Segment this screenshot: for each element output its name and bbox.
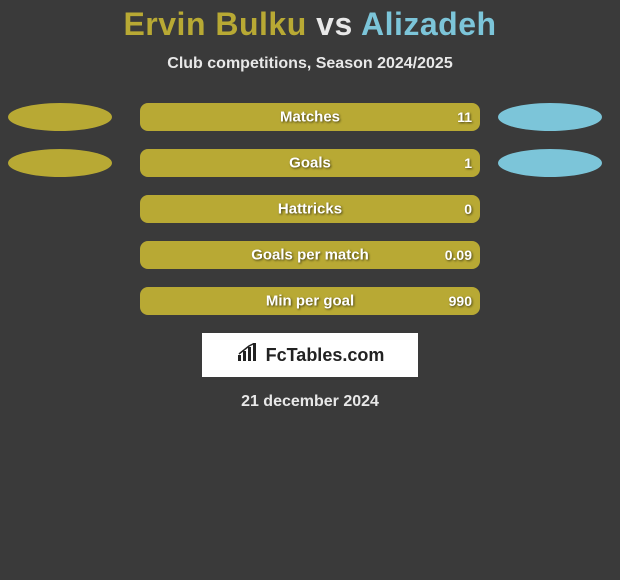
stat-row: Goals1 — [0, 149, 620, 177]
player1-ellipse — [8, 149, 112, 177]
player1-name: Ervin Bulku — [123, 6, 306, 42]
stats-list: Matches11 Goals1 Hattricks0 Goals per match… — [0, 103, 620, 315]
stat-row: Goals per match0.09 — [0, 241, 620, 269]
brand-box[interactable]: FcTables.com — [202, 333, 418, 377]
player2-ellipse — [498, 149, 602, 177]
stat-right-value: 1 — [464, 155, 472, 171]
brand-text: FcTables.com — [266, 345, 385, 366]
date: 21 december 2024 — [0, 393, 620, 411]
bar-chart-icon — [236, 343, 260, 368]
bar-right-fill — [140, 241, 480, 269]
stat-right-value: 990 — [449, 293, 472, 309]
stat-right-value: 11 — [457, 109, 472, 125]
bar-right-fill — [140, 103, 480, 131]
stat-right-value: 0.09 — [445, 247, 472, 263]
player1-ellipse — [8, 103, 112, 131]
vs-label: vs — [316, 6, 353, 42]
stat-row: Min per goal990 — [0, 287, 620, 315]
subtitle: Club competitions, Season 2024/2025 — [0, 55, 620, 73]
comparison-card: Ervin Bulku vs Alizadeh Club competition… — [0, 0, 620, 411]
player2-ellipse — [498, 103, 602, 131]
bar-right-fill — [140, 287, 480, 315]
stat-bar: Goals per match0.09 — [140, 241, 480, 269]
title: Ervin Bulku vs Alizadeh — [0, 6, 620, 43]
stat-bar: Matches11 — [140, 103, 480, 131]
bar-right-fill — [140, 195, 480, 223]
stat-row: Matches11 — [0, 103, 620, 131]
player2-name: Alizadeh — [361, 6, 497, 42]
stat-right-value: 0 — [464, 201, 472, 217]
stat-bar: Hattricks0 — [140, 195, 480, 223]
bar-right-fill — [140, 149, 480, 177]
stat-row: Hattricks0 — [0, 195, 620, 223]
stat-bar: Goals1 — [140, 149, 480, 177]
stat-bar: Min per goal990 — [140, 287, 480, 315]
